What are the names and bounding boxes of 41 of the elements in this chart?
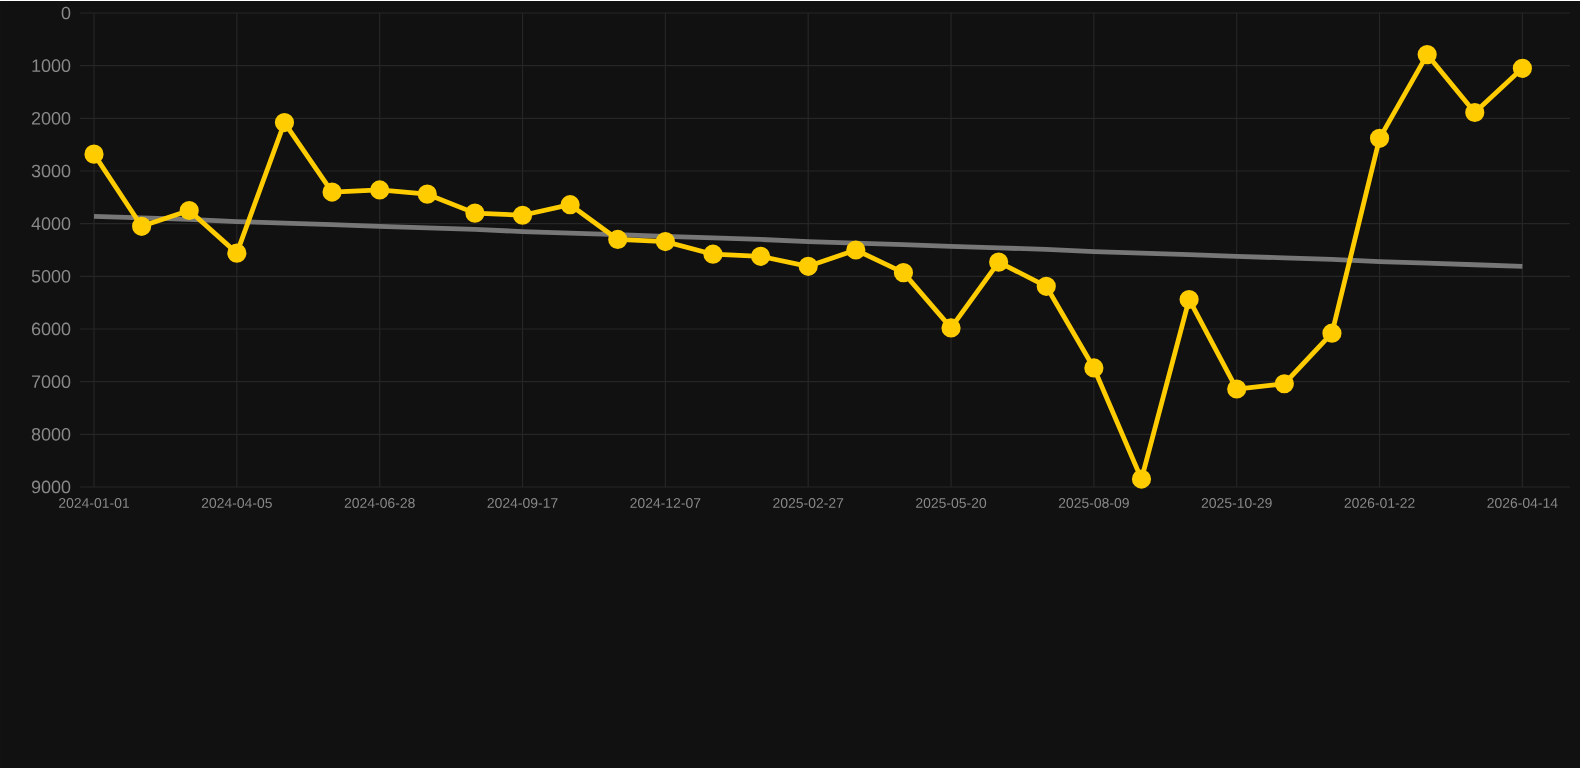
point bbox=[989, 252, 1009, 272]
point bbox=[179, 200, 199, 220]
point bbox=[798, 256, 818, 276]
point bbox=[465, 203, 485, 223]
point bbox=[417, 184, 437, 204]
y-tick-label: 0 bbox=[61, 6, 71, 19]
point bbox=[1036, 276, 1056, 296]
point bbox=[1179, 289, 1199, 309]
y-tick-label: 6000 bbox=[31, 322, 71, 335]
point bbox=[560, 194, 580, 214]
point bbox=[322, 181, 342, 202]
y-tick-label: 3000 bbox=[31, 164, 71, 177]
point bbox=[274, 112, 295, 132]
point bbox=[750, 246, 771, 266]
point bbox=[1322, 323, 1342, 343]
point bbox=[1131, 469, 1152, 489]
point bbox=[1369, 128, 1390, 148]
y-tick-label: 9000 bbox=[31, 480, 71, 493]
point bbox=[1274, 373, 1294, 393]
point bbox=[608, 229, 628, 249]
y-tick-label: 4000 bbox=[31, 216, 71, 230]
y-tick-label: 1000 bbox=[32, 58, 71, 72]
point bbox=[512, 205, 533, 225]
y-tick-label: 7000 bbox=[31, 374, 71, 388]
point bbox=[846, 239, 866, 260]
y-tick-label: 5000 bbox=[31, 269, 71, 283]
point bbox=[1512, 58, 1532, 78]
point bbox=[227, 243, 247, 263]
point bbox=[1227, 378, 1247, 399]
point bbox=[1465, 102, 1485, 122]
point bbox=[1417, 44, 1437, 64]
point bbox=[132, 216, 152, 236]
y-tick-label: 8000 bbox=[31, 427, 71, 441]
point bbox=[893, 262, 914, 282]
point bbox=[703, 244, 723, 264]
point bbox=[370, 179, 390, 200]
point bbox=[1084, 357, 1104, 378]
point bbox=[941, 317, 961, 338]
y-tick-label: 2000 bbox=[31, 111, 71, 125]
point bbox=[84, 144, 104, 164]
point bbox=[655, 231, 675, 251]
